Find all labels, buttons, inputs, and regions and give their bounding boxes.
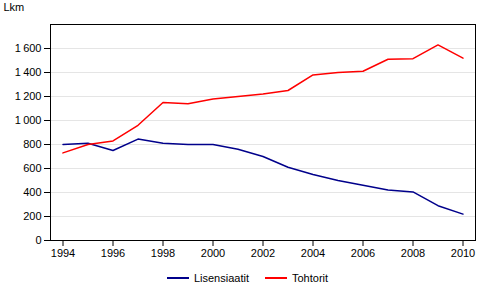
html-text:Lisensiaatit: Lisensiaatit [193, 272, 249, 284]
svg-text:2002: 2002 [251, 247, 275, 259]
svg-text:1 400: 1 400 [15, 66, 42, 78]
svg-text:200: 200 [23, 210, 41, 222]
svg-text:2010: 2010 [451, 247, 475, 259]
svg-text:600: 600 [23, 162, 41, 174]
svg-text:Lkm: Lkm [4, 1, 25, 13]
svg-text:2000: 2000 [201, 247, 225, 259]
svg-text:1994: 1994 [51, 247, 75, 259]
svg-text:1 600: 1 600 [15, 42, 42, 54]
html-text:Tohtorit: Tohtorit [292, 272, 329, 284]
svg-text:0: 0 [35, 234, 41, 246]
svg-text:1 200: 1 200 [15, 90, 42, 102]
svg-text:2004: 2004 [301, 247, 325, 259]
svg-text:400: 400 [23, 186, 41, 198]
svg-text:1 000: 1 000 [15, 114, 42, 126]
svg-text:2006: 2006 [351, 247, 375, 259]
svg-text:2008: 2008 [401, 247, 425, 259]
svg-text:800: 800 [23, 138, 41, 150]
svg-text:1996: 1996 [101, 247, 125, 259]
svg-text:1998: 1998 [151, 247, 175, 259]
